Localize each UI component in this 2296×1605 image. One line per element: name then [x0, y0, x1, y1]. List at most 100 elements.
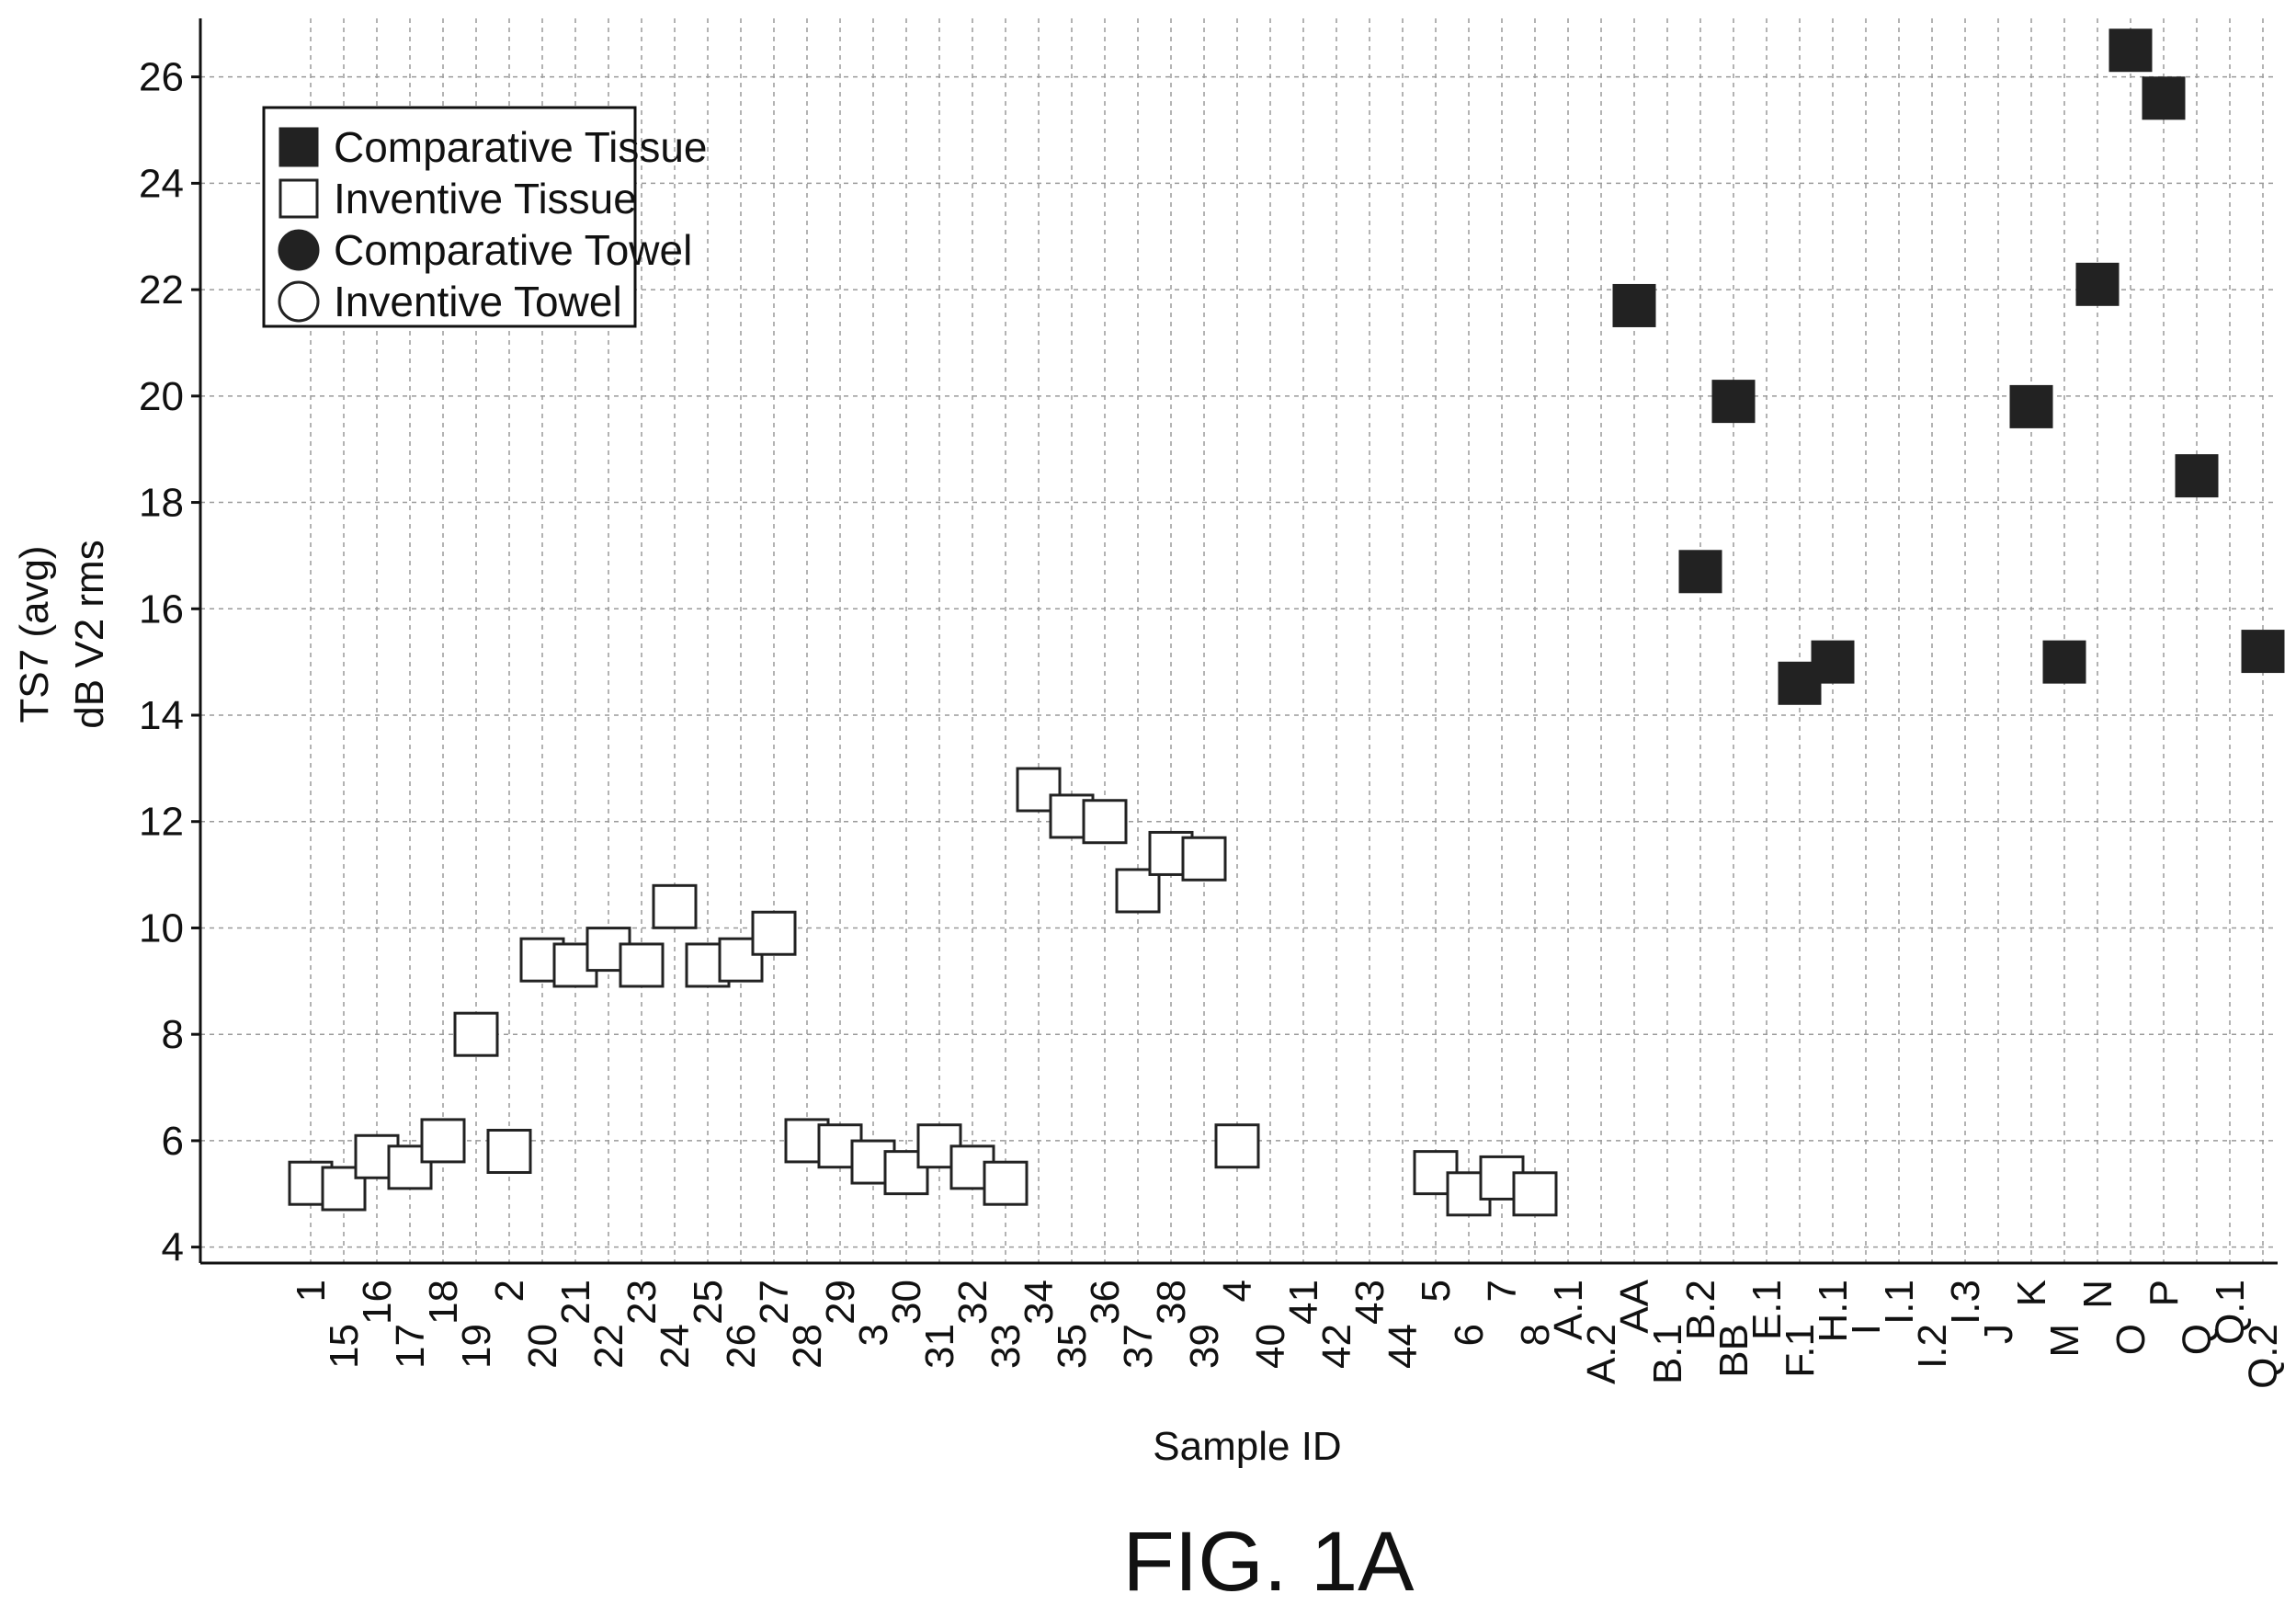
y-tick-label: 22 — [139, 268, 184, 313]
x-tick-label: 17 — [388, 1324, 433, 1369]
x-tick-label: 37 — [1116, 1324, 1161, 1369]
x-tick-label: J — [1976, 1324, 2021, 1344]
x-tick-label: 21 — [553, 1280, 598, 1325]
legend-filled-square-icon — [278, 127, 319, 167]
x-tick-label: 29 — [818, 1280, 863, 1325]
x-tick-label: K — [2009, 1280, 2054, 1306]
y-tick-labels: 4 6 8 10 12 14 16 18 20 22 24 26 — [139, 55, 184, 1270]
open-square-marker — [1082, 799, 1128, 845]
filled-square-marker — [1711, 380, 1756, 424]
y-tick-label: 26 — [139, 55, 184, 100]
x-tick-label: I.1 — [1877, 1280, 1922, 1325]
x-tick-label: P — [2142, 1280, 2187, 1306]
x-tick-label: 25 — [686, 1280, 731, 1325]
legend-open-square-icon — [278, 178, 319, 219]
x-tick-label: A.2 — [1579, 1324, 1624, 1384]
x-tick-label: 1 — [289, 1280, 334, 1302]
x-tick-label: 4 — [1215, 1280, 1260, 1302]
x-tick-label: 22 — [586, 1324, 631, 1369]
x-axis-title: Sample ID — [1153, 1424, 1341, 1469]
y-tick-label: 20 — [139, 374, 184, 419]
y-tick-label: 4 — [162, 1225, 184, 1270]
y-tick-label: 24 — [139, 161, 184, 206]
x-tick-label: 35 — [1050, 1324, 1095, 1369]
filled-square-marker — [1811, 640, 1855, 684]
x-tick-label: B.2 — [1678, 1280, 1723, 1340]
x-tick-label: 43 — [1347, 1280, 1392, 1325]
y-tick-label: 16 — [139, 586, 184, 632]
x-tick-label: 40 — [1248, 1324, 1293, 1369]
x-tick-label: E.1 — [1745, 1280, 1790, 1340]
x-tick-label: B.1 — [1645, 1324, 1690, 1384]
x-tick-label: 16 — [355, 1280, 400, 1325]
x-tick-label: O — [2108, 1324, 2154, 1355]
x-tick-label: 7 — [1480, 1280, 1525, 1302]
x-tick-label: 18 — [421, 1280, 466, 1325]
legend-label: Comparative Tissue — [334, 123, 708, 171]
x-tick-label: 19 — [454, 1324, 499, 1369]
open-square-marker — [751, 910, 797, 956]
x-tick-label: 41 — [1281, 1280, 1326, 1325]
grid-lines — [200, 18, 2278, 1263]
filled-square-marker — [2042, 640, 2086, 684]
x-tick-label: I.2 — [1910, 1324, 1955, 1369]
legend-label: Inventive Tissue — [334, 175, 637, 222]
open-square-marker — [486, 1128, 532, 1174]
x-tick-label: 15 — [322, 1324, 367, 1369]
y-tick-label: 14 — [139, 693, 184, 738]
x-tick-label: 30 — [884, 1280, 929, 1325]
x-tick-label: 42 — [1314, 1324, 1359, 1369]
filled-square-marker — [2175, 454, 2219, 498]
y-tick-label: 10 — [139, 905, 184, 950]
x-tick-label: 38 — [1149, 1280, 1194, 1325]
legend-label: Inventive Towel — [334, 278, 622, 325]
x-tick-label: N — [2075, 1280, 2120, 1309]
open-square-marker — [1512, 1171, 1558, 1217]
x-tick-label: I.3 — [1943, 1280, 1988, 1325]
open-square-marker — [1181, 836, 1227, 882]
legend-box — [262, 106, 637, 328]
x-tick-label: F.1 — [1778, 1324, 1823, 1378]
y-tick-label: 18 — [139, 481, 184, 526]
x-tick-label: 23 — [619, 1280, 665, 1325]
x-tick-label: 32 — [950, 1280, 995, 1325]
data-points — [288, 28, 2285, 1217]
x-tick-label: Q — [2175, 1324, 2220, 1355]
open-square-marker — [1115, 868, 1161, 914]
filled-square-marker — [2108, 28, 2153, 73]
x-tick-label: 24 — [653, 1324, 698, 1369]
filled-square-marker — [1612, 283, 1656, 327]
legend-label: Comparative Towel — [334, 226, 692, 274]
x-tick-label: 39 — [1182, 1324, 1227, 1369]
x-tick-label: 8 — [1513, 1324, 1558, 1346]
x-tick-label: Q.1 — [2208, 1280, 2253, 1345]
x-tick-label: M — [2042, 1324, 2087, 1358]
legend-filled-circle-icon — [278, 229, 320, 271]
x-tick-label: 28 — [785, 1324, 830, 1369]
x-tick-label: 34 — [1017, 1280, 1062, 1325]
y-tick-label: 8 — [162, 1012, 184, 1057]
y-tick-label: 6 — [162, 1119, 184, 1164]
filled-square-marker — [2075, 262, 2120, 306]
legend-open-circle-icon — [278, 280, 320, 323]
open-square-marker — [619, 942, 665, 988]
x-tick-label: Q.2 — [2241, 1324, 2286, 1389]
open-square-marker — [652, 883, 698, 929]
figure-label: FIG. 1A — [1123, 1515, 1415, 1600]
open-square-marker — [420, 1118, 466, 1164]
series-comparative-tissue — [1612, 28, 2285, 705]
x-tick-label: BB — [1711, 1324, 1756, 1378]
x-tick-label: I — [1844, 1324, 1889, 1335]
axes — [191, 18, 2278, 1265]
x-tick-label: 26 — [719, 1324, 764, 1369]
y-axis-title-line-2: dB V2 rms — [67, 540, 112, 728]
open-square-marker — [453, 1011, 499, 1057]
x-tick-label: 44 — [1381, 1324, 1426, 1369]
filled-square-marker — [2142, 76, 2186, 120]
filled-square-marker — [2241, 630, 2285, 674]
filled-square-marker — [2009, 384, 2053, 428]
x-tick-label: 3 — [851, 1324, 896, 1346]
